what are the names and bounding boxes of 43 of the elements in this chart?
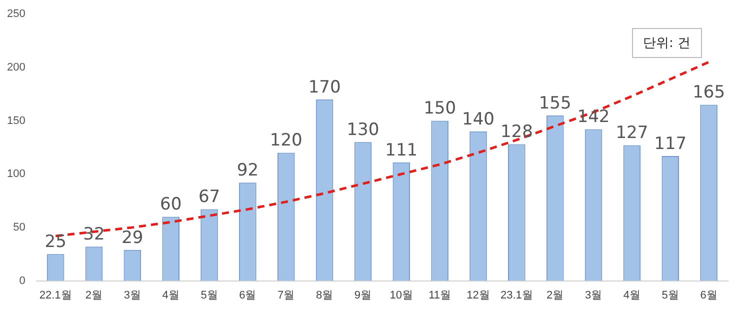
data-label: 155: [538, 93, 572, 114]
data-label: 92: [236, 160, 259, 181]
data-label: 165: [692, 82, 726, 103]
data-label: 128: [500, 122, 533, 142]
x-tick-label: 2월: [85, 289, 103, 302]
y-tick-label: 0: [19, 274, 26, 287]
x-tick-label: 7월: [278, 289, 295, 302]
data-label: 130: [346, 120, 380, 140]
data-label: 29: [122, 228, 144, 248]
y-tick-label: 50: [13, 221, 26, 234]
y-tick-label: 200: [6, 61, 26, 74]
data-label: 117: [654, 134, 687, 154]
x-tick-label: 6월: [239, 289, 256, 302]
x-tick-label: 10월: [390, 289, 414, 302]
x-tick-label: 3월: [124, 289, 141, 302]
x-tick-label: 3월: [584, 289, 602, 302]
y-tick-label: 250: [6, 8, 26, 20]
x-tick-label: 5월: [200, 289, 218, 302]
x-tick-label: 4월: [623, 289, 640, 302]
y-tick-label: 150: [6, 114, 26, 127]
data-label: 111: [385, 140, 418, 160]
data-label: 120: [270, 130, 302, 151]
x-tick-label: 8월: [316, 289, 334, 302]
data-label: 32: [83, 224, 105, 245]
x-tick-label: 23.1월: [500, 289, 533, 302]
data-label: 142: [577, 107, 610, 128]
data-label: 150: [424, 98, 456, 119]
x-tick-label: 22.1월: [39, 289, 72, 302]
data-label: 67: [198, 187, 220, 208]
y-tick-label: 100: [6, 168, 26, 180]
data-label: 25: [44, 232, 66, 252]
data-label: 170: [308, 77, 341, 98]
x-tick-label: 11월: [428, 289, 452, 302]
x-tick-label: 2월: [546, 289, 564, 302]
x-tick-label: 5월: [662, 289, 679, 302]
x-tick-label: 4월: [162, 289, 180, 302]
x-tick-label: 6월: [700, 289, 718, 302]
data-label: 127: [616, 123, 648, 144]
x-tick-label: 12월: [466, 289, 490, 302]
annotation: 단위: 건: [632, 28, 702, 58]
data-label: 140: [462, 109, 494, 130]
x-tick-label: 9월: [354, 289, 372, 302]
data-label: 60: [160, 194, 182, 215]
